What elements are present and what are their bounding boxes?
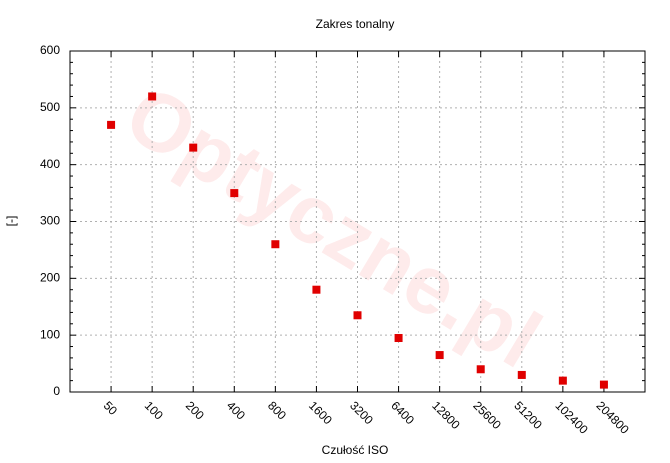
y-tick-label: 600 xyxy=(40,43,60,57)
x-tick-label: 50 xyxy=(101,398,121,418)
x-tick-label: 1600 xyxy=(306,398,335,427)
point xyxy=(312,285,321,294)
plot-frame xyxy=(69,50,646,393)
point xyxy=(517,370,526,379)
point xyxy=(599,380,608,389)
point xyxy=(271,240,280,249)
x-tick-label: 100 xyxy=(142,398,166,422)
y-tick-label: 500 xyxy=(40,100,60,114)
point xyxy=(558,376,567,385)
y-tick-label: 200 xyxy=(40,271,60,285)
x-tick-label: 102400 xyxy=(552,398,590,436)
chart-title: Zakres tonalny xyxy=(316,17,395,31)
point xyxy=(353,311,362,320)
point xyxy=(476,365,485,374)
x-axis-label: Czułość ISO xyxy=(322,443,389,457)
point xyxy=(394,334,403,343)
x-tick-label: 3200 xyxy=(347,398,376,427)
x-tick-label: 51200 xyxy=(511,398,545,432)
x-tick-label: 12800 xyxy=(429,398,463,432)
y-tick-label: 0 xyxy=(53,384,60,398)
y-axis-label: [-] xyxy=(4,216,18,227)
x-tick-label: 6400 xyxy=(388,398,417,427)
point xyxy=(230,189,239,198)
x-tick-label: 800 xyxy=(265,398,289,422)
y-tick-label: 300 xyxy=(40,214,60,228)
point xyxy=(189,143,198,152)
point xyxy=(148,92,157,101)
point xyxy=(107,120,116,129)
x-tick-label: 400 xyxy=(224,398,248,422)
watermark: Optyczne.pl xyxy=(110,68,555,385)
y-tick-label: 100 xyxy=(40,327,60,341)
x-tick-label: 204800 xyxy=(594,398,632,436)
y-tick-label: 400 xyxy=(40,157,60,171)
point xyxy=(435,351,444,360)
x-tick-label: 25600 xyxy=(470,398,504,432)
x-tick-label: 200 xyxy=(183,398,207,422)
